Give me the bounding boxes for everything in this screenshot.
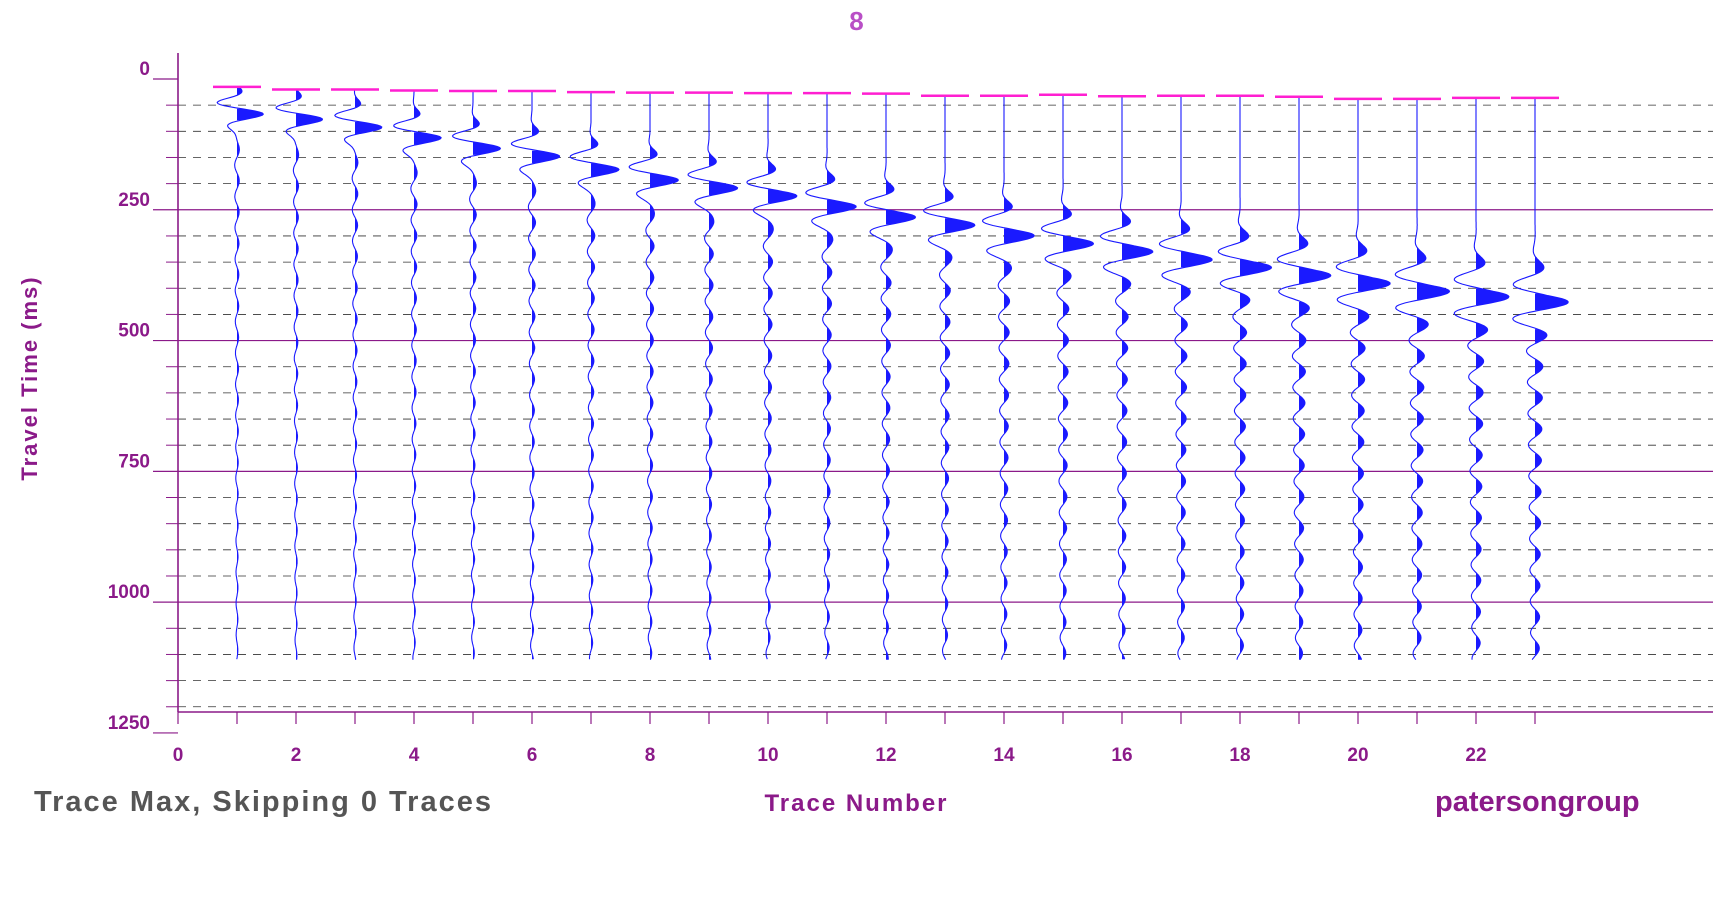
trace-wiggle <box>1453 97 1510 660</box>
trace-wiggle <box>746 93 798 660</box>
x-tick-label: 20 <box>1347 745 1368 766</box>
trace-wiggle <box>922 95 976 660</box>
trace-fill <box>1004 105 1035 653</box>
trace-fill <box>1358 137 1391 660</box>
trace-fill <box>1122 116 1153 660</box>
y-tick-label: 500 <box>118 321 150 342</box>
x-tick-label: 8 <box>645 745 656 766</box>
trace-fill <box>945 96 975 660</box>
trace-fill <box>296 89 323 660</box>
trace-wiggle <box>628 92 679 660</box>
trace-fill <box>1417 142 1450 646</box>
x-axis-label: Trace Number <box>764 790 949 817</box>
trace-wiggle <box>1276 96 1332 660</box>
chart-title: 8 <box>849 6 864 36</box>
trace-max-caption: Trace Max, Skipping 0 Traces <box>34 786 493 818</box>
x-tick-label: 14 <box>993 745 1015 766</box>
trace-fill <box>1063 110 1094 660</box>
trace-wiggle <box>1217 95 1273 660</box>
y-tick-label: 1250 <box>108 713 150 734</box>
trace-wiggle <box>1394 98 1451 661</box>
x-tick-label: 18 <box>1229 745 1250 766</box>
trace-fill <box>532 96 560 660</box>
x-tick-label: 0 <box>173 745 184 766</box>
trace-fill <box>237 86 264 659</box>
trace-wiggle <box>334 89 383 660</box>
trace-wiggle <box>1335 98 1391 660</box>
y-axis-label: Travel Time (ms) <box>17 275 42 481</box>
trace-fill <box>827 93 857 656</box>
trace-wiggle <box>510 91 561 660</box>
trace-fill <box>1299 132 1331 660</box>
trace-fill <box>473 91 501 660</box>
trace-fill <box>591 92 619 650</box>
trace-wiggle <box>687 92 739 660</box>
trace-fill <box>1181 121 1213 645</box>
x-tick-label: 16 <box>1111 745 1132 766</box>
trace-fill <box>709 95 738 660</box>
trace-wiggle <box>451 91 502 660</box>
x-tick-label: 6 <box>527 745 538 766</box>
trace-wiggle <box>805 93 857 660</box>
x-tick-label: 4 <box>409 745 420 766</box>
trace-wiggle <box>1158 95 1213 660</box>
y-tick-label: 1000 <box>108 582 150 603</box>
trace-wiggle <box>864 93 917 660</box>
x-tick-label: 2 <box>291 745 302 766</box>
trace-wiggle <box>216 86 265 660</box>
trace-wiggle <box>1040 94 1095 660</box>
trace-wiggle <box>393 90 442 660</box>
trace-fill <box>1476 144 1509 651</box>
trace-wiggle <box>569 92 620 660</box>
x-tick-label: 12 <box>875 745 896 766</box>
y-tick-label: 250 <box>118 190 150 211</box>
y-tick-label: 750 <box>118 451 150 472</box>
x-tick-label: 10 <box>757 745 778 766</box>
trace-wiggle <box>982 95 1035 660</box>
trace-wiggle <box>1099 96 1154 660</box>
trace-wiggle <box>1512 97 1569 660</box>
trace-fill <box>414 90 442 651</box>
company-name: patersongroup <box>1435 786 1640 818</box>
y-tick-label: 0 <box>139 59 150 80</box>
trace-fill <box>355 95 382 660</box>
trace-wiggle <box>275 89 324 660</box>
x-tick-label: 22 <box>1465 745 1486 766</box>
trace-fill <box>1240 127 1272 653</box>
